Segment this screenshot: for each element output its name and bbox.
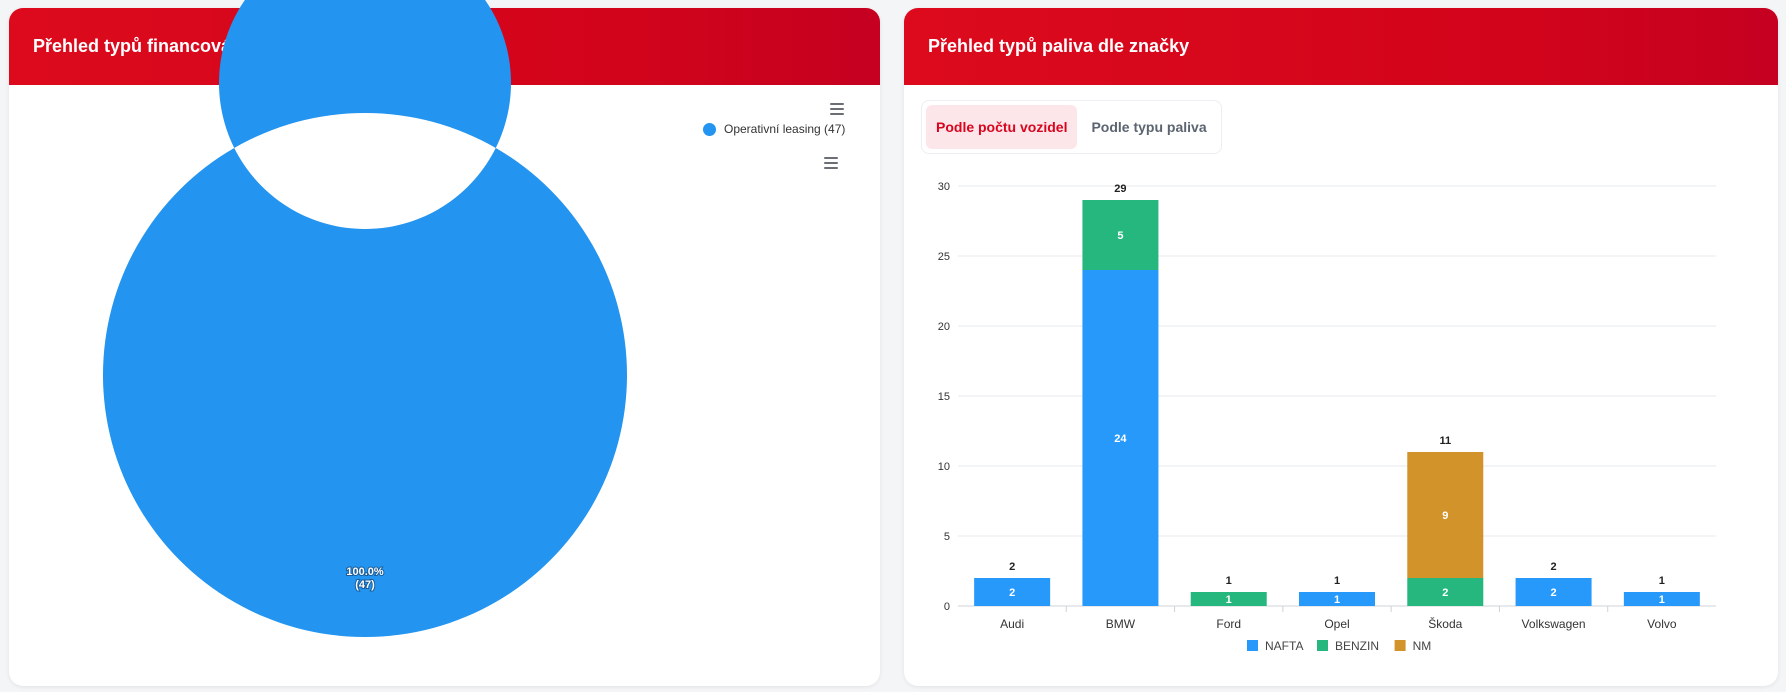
donut-legend-label: Operativní leasing (47): [724, 122, 846, 136]
financing-card-header: Přehled typů financování: [9, 8, 880, 85]
donut-legend-item[interactable]: Operativní leasing (47): [703, 122, 845, 136]
menu-icon[interactable]: [830, 103, 844, 115]
tab-by-fuel-type[interactable]: Podle typu paliva: [1081, 105, 1217, 149]
financing-card-title: Přehled typů financování: [33, 36, 248, 56]
financing-card: Přehled typů financování: [9, 8, 880, 686]
fuel-card-title: Přehled typů paliva dle značky: [928, 36, 1190, 56]
chart-view-tabs: Podle počtu vozidel Podle typu paliva: [921, 100, 1222, 154]
fuel-card: Přehled typů paliva dle značky Podle poč…: [904, 8, 1778, 686]
legend-dot: [703, 122, 716, 136]
menu-icon[interactable]: [824, 157, 838, 169]
fuel-card-header: Přehled typů paliva dle značky: [904, 8, 1778, 85]
tab-by-vehicle-count[interactable]: Podle počtu vozidel: [926, 105, 1078, 149]
